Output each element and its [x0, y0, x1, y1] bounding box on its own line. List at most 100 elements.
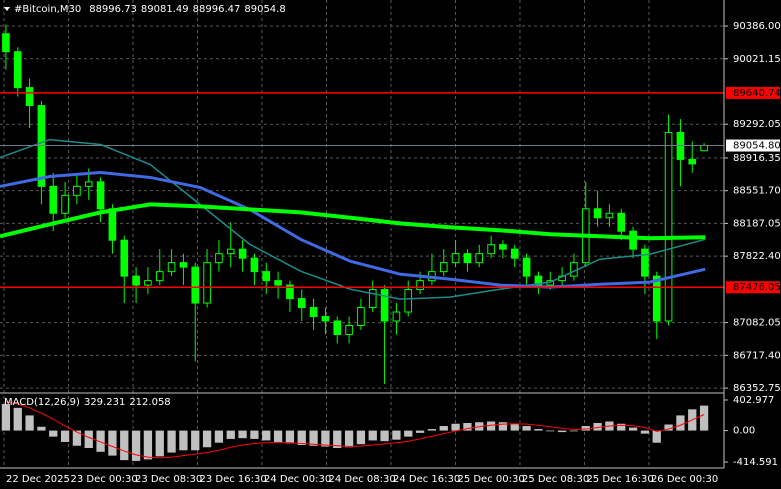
x-tick-label: 22 Dec 2025 [6, 474, 70, 485]
macd-bar [1, 404, 11, 431]
candle-body [203, 262, 211, 304]
macd-bar [439, 426, 448, 431]
y-tick-label: 402.977 [733, 395, 774, 406]
macd-bar [640, 430, 650, 434]
macd-bar [273, 430, 283, 442]
macd-bar [486, 421, 496, 431]
macd-bar [84, 430, 93, 449]
x-tick-label: 25 Dec 16:30 [586, 474, 653, 485]
candle-body [49, 185, 58, 214]
y-tick-label: 88551.70 [733, 186, 781, 197]
candle-body [664, 131, 673, 322]
candle-body [286, 284, 294, 300]
candle-body [2, 33, 10, 53]
macd-bar [250, 430, 259, 439]
candle-body [404, 289, 413, 313]
macd-bar [368, 430, 377, 441]
macd-value: 329.231 [84, 397, 125, 408]
candle-body [191, 266, 200, 304]
x-tick-label: 23 Dec 08:30 [135, 474, 202, 485]
macd-bar [427, 429, 437, 431]
macd-bar [49, 430, 58, 437]
candle-body [593, 208, 602, 219]
candle-body [487, 244, 495, 255]
plot-layer [0, 0, 724, 468]
candle-body [120, 239, 129, 277]
macd-bar [131, 430, 141, 461]
y-tick-label: 87822.40 [733, 251, 781, 262]
candle-body [688, 158, 697, 165]
macd-bar [155, 430, 164, 457]
low: 88996.47 [193, 4, 241, 15]
x-tick-label: 24 Dec 00:30 [264, 474, 331, 485]
macd-bar [344, 430, 354, 448]
macd-bar [463, 422, 472, 431]
moving-average [0, 171, 706, 289]
signal-line [5, 401, 705, 459]
signal-value: 212.058 [129, 397, 170, 408]
macd-bar [333, 430, 342, 449]
candle-body [321, 316, 330, 322]
moving-average [0, 202, 706, 241]
macd-bar [617, 423, 626, 431]
macd-bar [96, 430, 105, 452]
candle-body [499, 244, 507, 250]
macd-bar [202, 430, 212, 448]
macd-bar [404, 430, 413, 437]
macd-bar [569, 430, 579, 432]
candle-body [73, 185, 81, 196]
macd-bar [179, 430, 188, 451]
macd-bar [676, 415, 685, 431]
candle-body [274, 280, 282, 286]
candle-body [215, 253, 223, 264]
macd-bar [415, 430, 425, 433]
macd-bar [664, 424, 673, 431]
high: 89081.49 [141, 4, 189, 15]
x-tick-label: 25 Dec 08:30 [522, 474, 589, 485]
candle-body [132, 275, 140, 286]
macd-bar [37, 426, 46, 431]
candle-body [108, 208, 117, 241]
macd-bar [285, 430, 295, 444]
y-tick-label: 88916.35 [733, 153, 781, 164]
macd-bar [72, 430, 82, 446]
macd-bar [510, 423, 519, 431]
candle-body [475, 253, 484, 264]
macd-bar [699, 405, 709, 431]
macd-bar [557, 430, 567, 433]
candle-body [238, 248, 247, 259]
price-label-box [726, 281, 780, 294]
moving-average [0, 138, 706, 300]
candle-body [309, 307, 318, 318]
macd-title: MACD(12,26,9) [4, 397, 80, 408]
y-tick-label: 87082.05 [733, 318, 781, 329]
open: 88996.73 [89, 4, 137, 15]
candle-body [84, 181, 93, 187]
candle-body [297, 298, 306, 309]
candle-body [522, 257, 531, 277]
macd-bar [297, 430, 306, 445]
candle-body [652, 275, 661, 322]
macd-bar [120, 430, 129, 461]
candle-body [380, 289, 389, 322]
candle-body [155, 271, 164, 282]
candle-body [534, 275, 543, 286]
x-tick-label: 23 Dec 00:30 [71, 474, 138, 485]
candle-body [463, 253, 472, 264]
x-tick-label: 24 Dec 08:30 [328, 474, 395, 485]
candle-body [96, 181, 105, 210]
macd-bar [534, 429, 543, 431]
candle-body [629, 230, 637, 250]
candle-body [510, 248, 519, 259]
y-tick-label: 90386.00 [733, 21, 781, 32]
macd-bar [309, 430, 318, 446]
price-label: 89054.80 [733, 141, 781, 152]
macd-bar [25, 415, 34, 431]
macd-bar [191, 430, 200, 451]
macd-bar [652, 430, 661, 443]
y-tick-label: 88187.05 [733, 218, 781, 229]
macd-bar [167, 430, 176, 453]
